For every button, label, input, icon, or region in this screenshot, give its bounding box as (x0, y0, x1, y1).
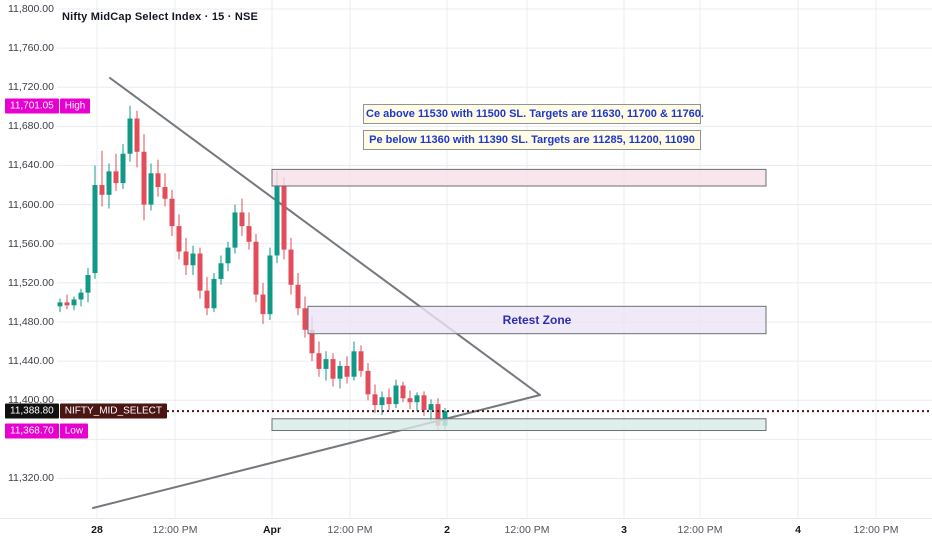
time-axis-label-time: 12:00 PM (677, 524, 723, 536)
price-axis-label: 11,480.00 (8, 315, 54, 328)
time-axis-label-day: 2 (444, 524, 450, 536)
price-tag-label: High (59, 98, 91, 114)
price-tag-high: 11,701.05 High (5, 98, 91, 114)
zones[interactable] (271, 168, 767, 432)
price-tag-last: 11,388.80 NIFTY_MID_SELECT (5, 403, 167, 419)
call-note[interactable]: Ce above 11530 with 11500 SL. Targets ar… (363, 104, 704, 124)
trend-line[interactable] (109, 77, 541, 396)
price-tag-low: 11,368.70 Low (5, 423, 89, 439)
price-tag-label: Low (59, 423, 89, 439)
trend-line[interactable] (92, 394, 541, 509)
price-axis-label: 11,760.00 (8, 42, 54, 55)
put-note[interactable]: Pe below 11360 with 11390 SL. Targets ar… (363, 130, 701, 150)
price-tag-value: 11,701.05 (5, 98, 59, 114)
symbol-title[interactable]: Nifty MidCap Select Index · 15 · NSE (62, 11, 259, 23)
candles (57, 105, 448, 431)
price-tag-value: 11,368.70 (5, 423, 59, 439)
demand-zone[interactable] (271, 418, 767, 432)
price-axis-label: 11,640.00 (8, 159, 54, 172)
time-axis-label-day: 4 (795, 524, 801, 536)
price-axis-label: 11,680.00 (8, 120, 54, 133)
time-axis-label-time: 12:00 PM (152, 524, 198, 536)
time-axis-separator (0, 518, 932, 519)
trade-plan-note[interactable]: Ce above 11530 with 11500 SL. Targets ar… (363, 104, 704, 150)
price-axis-label: 11,800.00 (8, 3, 54, 15)
price-axis-label: 11,400.00 (8, 394, 54, 407)
retest-zone-label: Retest Zone (502, 313, 572, 327)
supply-zone[interactable] (271, 168, 767, 187)
retest-zone[interactable] (307, 305, 767, 335)
price-axis-label: 11,320.00 (8, 472, 54, 485)
price-axis-label: 11,520.00 (8, 276, 54, 289)
price-tag-value: 11,388.80 (5, 403, 59, 419)
time-axis-label-day: Apr (262, 524, 282, 536)
time-axis-label-time: 12:00 PM (504, 524, 550, 536)
price-tag-label: NIFTY_MID_SELECT (59, 403, 167, 419)
price-axis-label: 11,440.00 (8, 355, 54, 368)
price-axis-label: 11,720.00 (8, 81, 54, 94)
trend-lines[interactable] (92, 77, 541, 509)
time-axis-label-day: 3 (621, 524, 627, 536)
price-axis-label: 11,560.00 (8, 237, 54, 250)
time-axis-label-time: 12:00 PM (853, 524, 899, 536)
time-axis-label-time: 12:00 PM (327, 524, 373, 536)
price-axis-label: 11,600.00 (8, 198, 54, 211)
time-axis-label-day: 28 (91, 524, 103, 536)
